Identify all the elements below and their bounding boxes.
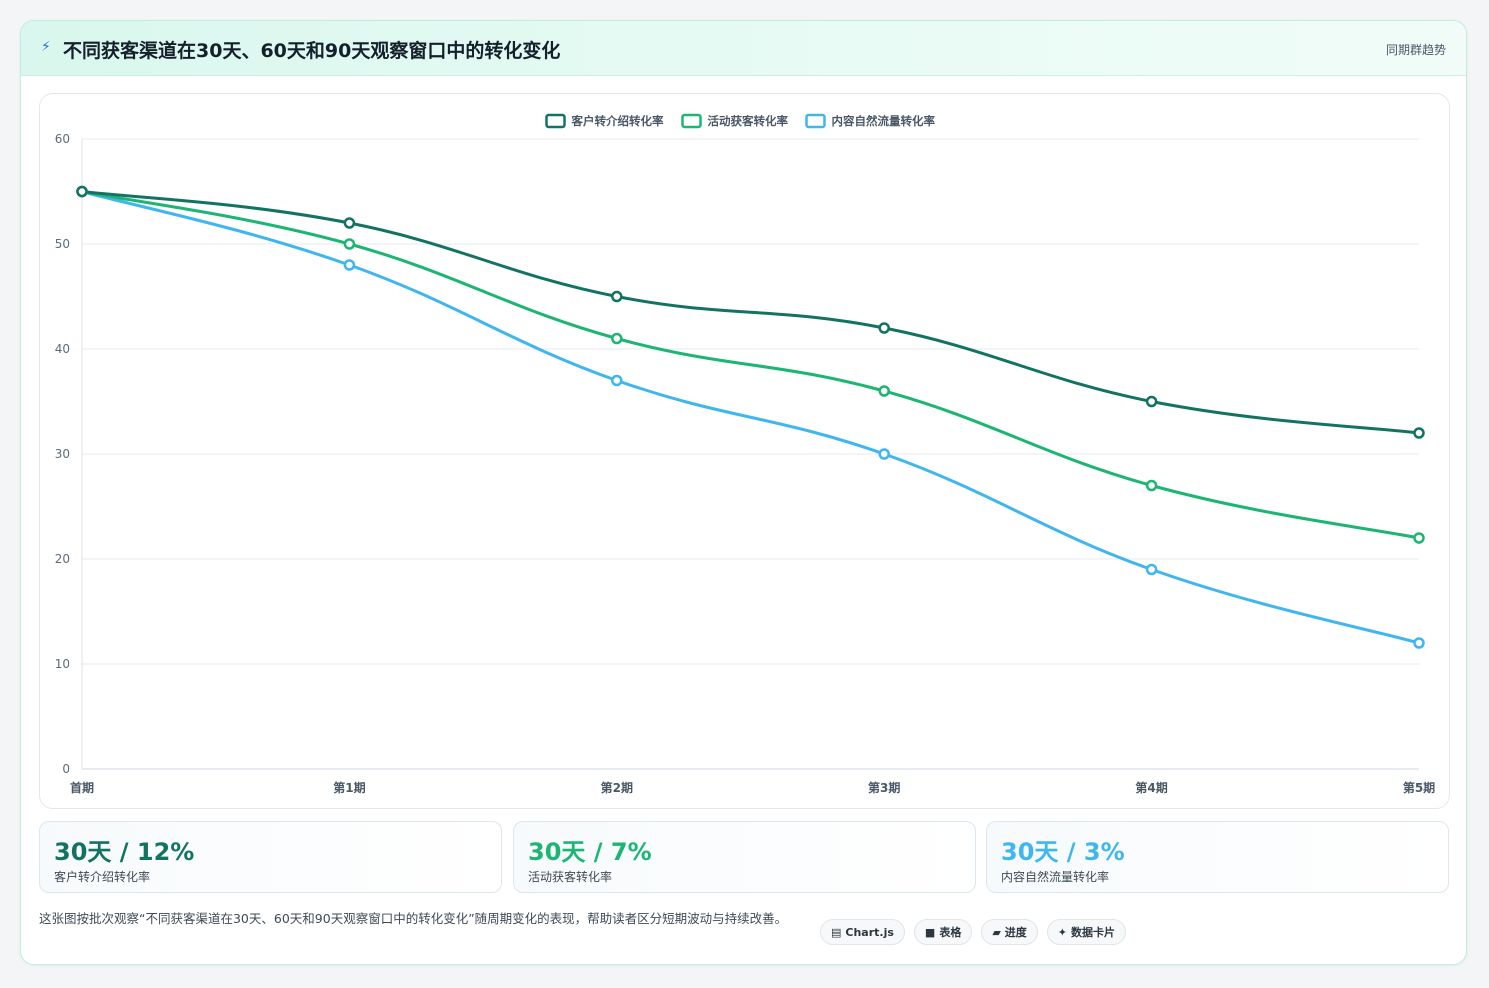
stat-value: 30天 / 7% (528, 838, 652, 866)
stat-label: 活动获客转化率 (528, 870, 613, 884)
chart-panel: 0 10 20 30 40 50 60 首期 第1期 第2期 第3期 第4期 第5期 客户转介绍转化率 活动… (39, 93, 1450, 809)
data-point (878, 448, 890, 460)
x-tick-label: 第2期 (601, 780, 633, 795)
stat-label: 客户转介绍转化率 (54, 870, 151, 884)
line-chart: 0 10 20 30 40 50 60 首期 第1期 第2期 第3期 第4期 第5期 客户转介绍转化率 活动… (55, 113, 1435, 795)
card-title: 不同获客渠道在30天、60天和90天观察窗口中的转化变化 (63, 40, 561, 62)
sparkle-icon: ✦ (1057, 925, 1068, 939)
legend-swatch (805, 113, 826, 129)
legend-swatch (681, 113, 702, 129)
x-tick-label: 第5期 (1403, 780, 1435, 795)
data-point (343, 238, 356, 250)
data-point (343, 259, 356, 271)
data-point (611, 290, 623, 303)
stat-card-organic: 30天 / 3% 内容自然流量转化率 (986, 821, 1449, 893)
chip-chartjs[interactable]: ▤ Chart.js (820, 919, 905, 945)
progress-icon: ▰ (992, 925, 1001, 939)
data-point (1413, 637, 1425, 649)
x-tick-label: 第4期 (1135, 780, 1167, 795)
x-tick-label: 第3期 (868, 780, 900, 795)
tech-chips: ▤ Chart.js ■ 表格 ▰ 进度 ✦ 数据卡片 (820, 919, 1127, 945)
card-header: ⚡ 不同获客渠道在30天、60天和90天观察窗口中的转化变化 同期群趋势 (21, 21, 1466, 76)
legend-label: 活动获客转化率 (708, 114, 789, 128)
series-line (80, 190, 1421, 645)
lightning-icon: ⚡ (41, 39, 51, 55)
chart-card: ⚡ 不同获客渠道在30天、60天和90天观察窗口中的转化变化 同期群趋势 0 10… (20, 20, 1467, 965)
data-point (1413, 427, 1425, 439)
data-point (611, 374, 623, 387)
y-tick-label: 60 (55, 132, 70, 146)
y-tick-label: 30 (55, 447, 70, 461)
stat-value: 30天 / 12% (54, 838, 195, 866)
cohort-tag: 同期群趋势 (1385, 43, 1446, 57)
y-tick-label: 40 (55, 342, 70, 356)
legend-swatch (545, 113, 566, 129)
chip-label: 表格 (939, 926, 962, 939)
chart-description: 这张图按批次观察“不同获客渠道在30天、60天和90天观察窗口中的转化变化”随周… (39, 911, 788, 926)
stat-card-campaign: 30天 / 7% 活动获客转化率 (513, 821, 976, 893)
chip-label: 进度 (1004, 926, 1027, 939)
data-point (1145, 395, 1158, 408)
data-point (76, 185, 88, 198)
chip-table[interactable]: ■ 表格 (913, 919, 973, 945)
legend-label: 内容自然流量转化率 (832, 114, 936, 128)
chart-icon: ▤ (831, 925, 842, 939)
data-point (878, 385, 890, 397)
series-line (80, 190, 1421, 540)
y-tick-label: 0 (62, 762, 70, 776)
stat-value: 30天 / 3% (1001, 838, 1125, 866)
y-tick-label: 20 (55, 552, 70, 566)
y-tick-label: 10 (55, 657, 70, 671)
chip-label: Chart.js (845, 925, 894, 939)
data-point (1145, 563, 1158, 576)
x-tick-label: 第1期 (333, 780, 365, 795)
data-point (1145, 479, 1158, 492)
data-point (878, 322, 890, 334)
x-tick-label: 首期 (70, 780, 94, 795)
chip-data-cards[interactable]: ✦ 数据卡片 (1046, 919, 1127, 945)
data-point (611, 332, 623, 345)
legend-label: 客户转介绍转化率 (571, 114, 664, 128)
chip-label: 数据卡片 (1071, 926, 1116, 939)
table-icon: ■ (924, 925, 936, 939)
data-point (343, 217, 356, 229)
stat-label: 内容自然流量转化率 (1001, 870, 1110, 884)
stat-card-referral: 30天 / 12% 客户转介绍转化率 (39, 821, 502, 893)
series-line (80, 190, 1421, 435)
y-tick-label: 50 (55, 237, 70, 251)
chip-progress[interactable]: ▰ 进度 (981, 919, 1038, 945)
data-point (1413, 532, 1425, 544)
